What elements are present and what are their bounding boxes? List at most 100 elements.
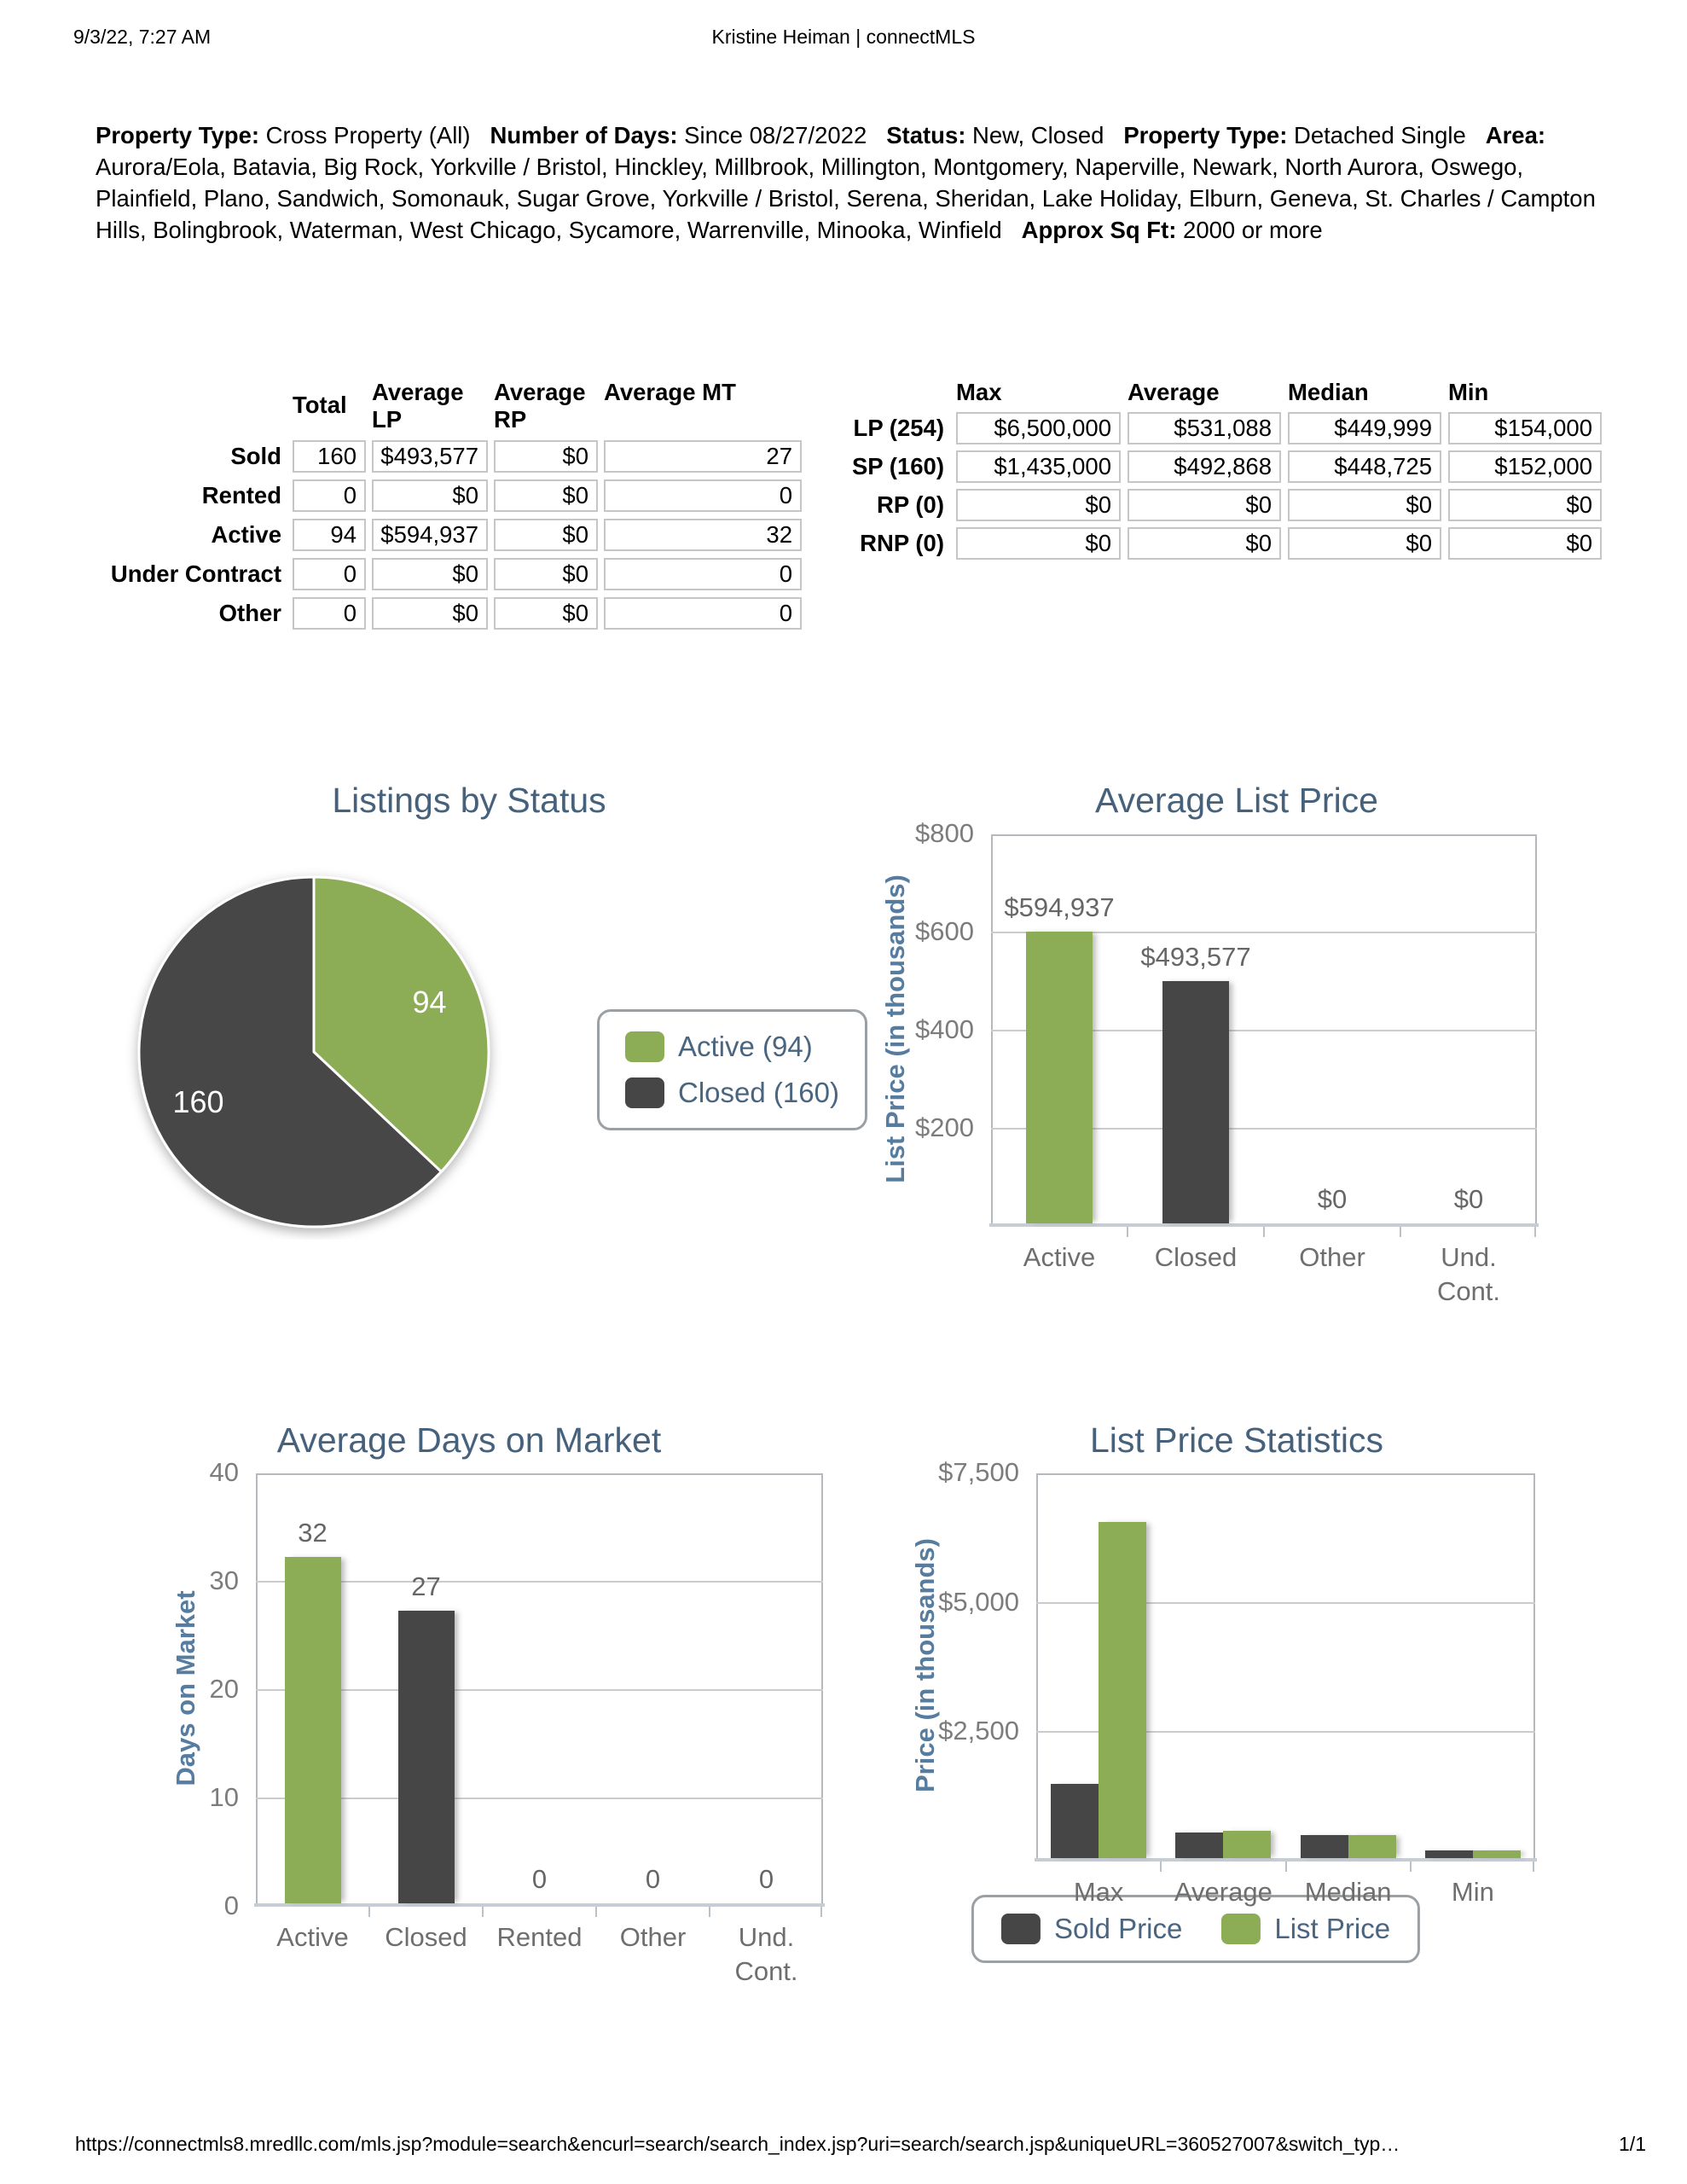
x-axis-tick <box>1534 1227 1536 1237</box>
table-row-label: RNP (0) <box>860 530 944 556</box>
category-label: Und. Cont. <box>1436 1242 1501 1306</box>
bar <box>1223 1830 1272 1858</box>
x-axis-tick <box>1160 1862 1162 1872</box>
bar <box>1026 931 1093 1223</box>
data-label: 0 <box>645 1864 661 1894</box>
table-cell: $492,868 <box>1128 450 1281 483</box>
table-cell: $0 <box>956 527 1121 560</box>
table-row-label: Under Contract <box>110 561 281 587</box>
x-axis-tick <box>820 1907 822 1917</box>
x-axis-tick <box>709 1907 710 1917</box>
table-cell: $6,500,000 <box>956 412 1121 444</box>
pie-slice-active <box>312 875 490 1173</box>
gridline <box>1036 1601 1535 1604</box>
y-tick-label: $7,500 <box>938 1457 1019 1487</box>
y-tick-label: 20 <box>209 1674 239 1704</box>
criteria-label: Property Type: <box>96 122 260 148</box>
x-axis-tick <box>1127 1227 1128 1237</box>
category-label: Closed <box>385 1922 467 1952</box>
criteria-item: Property Type: Detached Single <box>1123 122 1466 148</box>
criteria-label: Property Type: <box>1123 122 1288 148</box>
criteria-item: Status: New, Closed <box>886 122 1104 148</box>
table-row-label: Active <box>211 521 281 548</box>
legend-item: Active (94) <box>625 1031 839 1063</box>
bar <box>1300 1834 1348 1858</box>
x-axis-line <box>1035 1858 1537 1862</box>
table-cell: $1,435,000 <box>956 450 1121 483</box>
bar <box>1424 1850 1473 1858</box>
table-column-header: Average <box>1128 379 1220 405</box>
criteria-label: Approx Sq Ft: <box>1021 217 1177 243</box>
category-label: Active <box>276 1922 349 1952</box>
data-label: $493,577 <box>1140 942 1251 973</box>
bar <box>1051 1783 1099 1858</box>
table-cell: $0 <box>372 558 488 590</box>
pie: 94 160 <box>137 875 490 1228</box>
criteria-item: Number of Days: Since 08/27/2022 <box>490 122 867 148</box>
bar-chart-average-list-price: Average List Price List Price (in thousa… <box>861 772 1612 1352</box>
bar <box>397 1611 455 1903</box>
legend-item: Sold Price <box>1000 1913 1183 1945</box>
bar <box>1348 1834 1396 1858</box>
gridline <box>256 1581 823 1583</box>
price-summary-table: Max Average Median Min LP (254) $6,500,000 $53… <box>823 379 1602 560</box>
table-column-header: Median <box>1288 379 1369 405</box>
legend-label: Closed (160) <box>678 1077 839 1108</box>
table-cell: $0 <box>1128 527 1281 560</box>
table-column-header: Average MT <box>604 379 736 405</box>
table-row-label: SP (160) <box>851 453 944 479</box>
data-label: $0 <box>1317 1184 1348 1214</box>
category-label: Und. Cont. <box>734 1922 798 1986</box>
legend-label: List Price <box>1274 1913 1391 1944</box>
table-corner <box>823 379 949 406</box>
table-cell: $0 <box>372 597 488 630</box>
report-datetime: 9/3/22, 7:27 AM <box>73 26 212 48</box>
table-cell: $448,725 <box>1288 450 1441 483</box>
chart-title: Average Days on Market <box>276 1420 662 1460</box>
y-tick-label: $400 <box>915 1014 974 1044</box>
gridline <box>256 1798 823 1799</box>
table-cell: $493,577 <box>372 440 488 473</box>
table-cell: $0 <box>494 519 598 551</box>
gridline <box>1036 1731 1535 1734</box>
legend-label: Sold Price <box>1053 1913 1183 1944</box>
table-column-header: Total <box>293 392 347 418</box>
chart-title: Average List Price <box>1095 781 1378 820</box>
category-label: Other <box>1299 1242 1365 1272</box>
y-tick-label: $2,500 <box>938 1716 1019 1746</box>
category-label: Rented <box>496 1922 583 1952</box>
data-label: $594,937 <box>1004 892 1115 922</box>
x-axis-line <box>254 1903 825 1907</box>
table-cell: 160 <box>293 440 366 473</box>
pie-legend: Active (94) Closed (160) <box>597 1009 867 1130</box>
legend-swatch <box>625 1077 664 1108</box>
data-label: 32 <box>298 1517 328 1548</box>
criteria-item: Area: Aurora/Eola, Batavia, Big Rock, Yo… <box>96 122 1596 243</box>
category-label: Other <box>619 1922 687 1952</box>
bar <box>284 1556 341 1903</box>
table-cell: $531,088 <box>1128 412 1281 444</box>
table-cell: $154,000 <box>1448 412 1602 444</box>
legend-swatch <box>1000 1914 1041 1944</box>
gridline <box>991 1030 1537 1031</box>
table-cell: 0 <box>293 597 366 630</box>
y-tick-label: $600 <box>915 916 974 946</box>
table-cell: $0 <box>1448 527 1602 560</box>
data-label: 0 <box>531 1864 548 1894</box>
table-cell: 94 <box>293 519 366 551</box>
legend-item: List Price <box>1221 1913 1390 1945</box>
x-axis-tick <box>595 1907 597 1917</box>
pie-slice-label: 160 <box>172 1084 223 1119</box>
y-tick-label: 0 <box>223 1891 239 1920</box>
y-tick-label: 30 <box>209 1565 239 1595</box>
table-row-label: RP (0) <box>877 491 944 518</box>
table-column-header: Average LP <box>372 379 464 433</box>
criteria-label: Number of Days: <box>490 122 678 148</box>
y-tick-label: $5,000 <box>938 1586 1019 1617</box>
gridline <box>256 1689 823 1691</box>
y-tick-label: $800 <box>915 818 974 848</box>
data-label: $0 <box>1453 1184 1484 1214</box>
pie-slice-label: 94 <box>412 985 446 1019</box>
bar <box>1472 1850 1521 1858</box>
